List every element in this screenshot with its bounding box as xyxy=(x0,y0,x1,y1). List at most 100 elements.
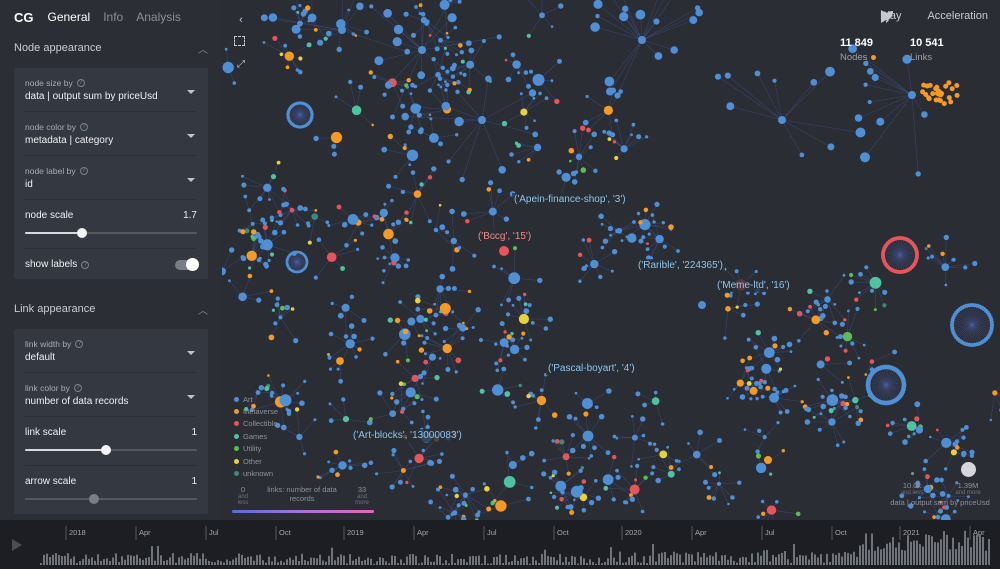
graph-node[interactable] xyxy=(445,31,449,35)
graph-node[interactable] xyxy=(455,357,462,364)
graph-node[interactable] xyxy=(640,509,645,514)
graph-node[interactable] xyxy=(402,145,407,151)
graph-node[interactable] xyxy=(857,356,861,360)
graph-node[interactable] xyxy=(850,341,855,346)
legend-item[interactable]: Art xyxy=(234,393,278,405)
graph-node[interactable] xyxy=(662,244,667,249)
graph-node[interactable] xyxy=(457,0,462,4)
graph-node[interactable] xyxy=(869,359,875,364)
graph-node[interactable] xyxy=(401,340,407,346)
graph-node[interactable] xyxy=(351,105,362,116)
help-icon[interactable]: ? xyxy=(73,384,82,392)
graph-node[interactable] xyxy=(602,129,607,134)
graph-node[interactable] xyxy=(310,111,314,115)
graph-node[interactable] xyxy=(494,342,498,346)
graph-node[interactable] xyxy=(848,44,857,53)
graph-node[interactable] xyxy=(842,440,846,444)
graph-node[interactable] xyxy=(627,233,637,243)
graph-node[interactable] xyxy=(391,453,395,457)
graph-node[interactable] xyxy=(882,303,887,308)
graph-node[interactable] xyxy=(606,388,612,394)
graph-node[interactable] xyxy=(418,46,426,54)
graph-node[interactable] xyxy=(552,469,558,475)
graph-node[interactable] xyxy=(404,83,409,88)
graph-node[interactable] xyxy=(445,69,450,74)
graph-node[interactable] xyxy=(935,514,941,520)
graph-node[interactable] xyxy=(952,509,957,514)
graph-node[interactable] xyxy=(869,276,882,289)
graph-node[interactable] xyxy=(876,117,885,126)
graph-node[interactable] xyxy=(527,303,532,308)
graph-node[interactable] xyxy=(839,393,845,399)
graph-node[interactable] xyxy=(914,416,920,422)
graph-node[interactable] xyxy=(858,291,861,295)
graph-node[interactable] xyxy=(940,251,945,256)
graph-node[interactable] xyxy=(307,240,312,245)
graph-node[interactable] xyxy=(526,496,531,502)
graph-node[interactable] xyxy=(600,222,604,226)
graph-node[interactable] xyxy=(425,329,429,333)
graph-node[interactable] xyxy=(743,428,747,431)
graph-node[interactable] xyxy=(635,9,646,20)
graph-node[interactable] xyxy=(543,326,549,331)
graph-node[interactable] xyxy=(735,305,739,309)
graph-node[interactable] xyxy=(936,97,942,103)
graph-node[interactable] xyxy=(436,285,444,293)
graph-node[interactable] xyxy=(433,302,436,306)
graph-node[interactable] xyxy=(400,103,406,109)
graph-node[interactable] xyxy=(445,51,450,56)
graph-node[interactable] xyxy=(550,79,554,83)
graph-node[interactable] xyxy=(706,485,711,490)
graph-node[interactable] xyxy=(835,336,839,339)
graph-node[interactable] xyxy=(446,35,450,40)
graph-node[interactable] xyxy=(328,331,334,337)
graph-node[interactable] xyxy=(389,484,395,490)
graph-node[interactable] xyxy=(938,508,943,513)
graph-node[interactable] xyxy=(468,47,475,54)
graph-node[interactable] xyxy=(416,314,425,324)
graph-node[interactable] xyxy=(465,40,472,47)
graph-node[interactable] xyxy=(573,416,578,421)
graph-node[interactable] xyxy=(297,20,303,27)
graph-node[interactable] xyxy=(347,214,359,225)
legend-item[interactable]: unknown xyxy=(234,467,278,479)
graph-node[interactable] xyxy=(313,28,318,32)
graph-node[interactable] xyxy=(629,496,636,502)
graph-node[interactable] xyxy=(739,394,746,400)
graph-node[interactable] xyxy=(452,81,457,86)
graph-node[interactable] xyxy=(638,220,643,225)
graph-node[interactable] xyxy=(571,179,578,185)
graph-node[interactable] xyxy=(847,360,853,366)
graph-node[interactable] xyxy=(516,295,522,301)
caret-down-icon[interactable] xyxy=(187,134,195,138)
graph-node[interactable] xyxy=(580,125,586,131)
graph-node[interactable] xyxy=(575,153,583,160)
graph-node[interactable] xyxy=(866,68,874,75)
graph-node[interactable] xyxy=(488,207,497,216)
graph-node[interactable] xyxy=(820,313,826,319)
timeline[interactable]: 2018 Apr Jul Oct 2019 Apr Jul Oct 2020 Apr Jul Oct 2… xyxy=(0,520,1000,569)
graph-node[interactable] xyxy=(769,392,780,403)
graph-node[interactable] xyxy=(492,264,496,269)
graph-node[interactable] xyxy=(761,363,772,374)
graph-node[interactable] xyxy=(408,124,414,130)
graph-node[interactable] xyxy=(222,267,226,276)
graph-node[interactable] xyxy=(839,321,845,327)
graph-node[interactable] xyxy=(584,433,589,439)
graph-node[interactable] xyxy=(391,222,396,227)
graph-node[interactable] xyxy=(828,399,833,404)
graph-node[interactable] xyxy=(750,376,754,381)
graph-node[interactable] xyxy=(930,492,936,499)
graph-node[interactable] xyxy=(676,249,680,253)
graph-node[interactable] xyxy=(755,449,760,454)
graph-node[interactable] xyxy=(674,459,679,463)
graph-node[interactable] xyxy=(607,225,613,232)
graph-node[interactable] xyxy=(257,234,262,239)
graph-node[interactable] xyxy=(278,315,283,320)
graph-node[interactable] xyxy=(636,134,642,140)
graph-node[interactable] xyxy=(418,347,425,353)
graph-node[interactable] xyxy=(409,92,413,95)
graph-node[interactable] xyxy=(371,123,374,127)
graph-node[interactable] xyxy=(615,468,619,473)
graph-node[interactable] xyxy=(697,429,703,436)
